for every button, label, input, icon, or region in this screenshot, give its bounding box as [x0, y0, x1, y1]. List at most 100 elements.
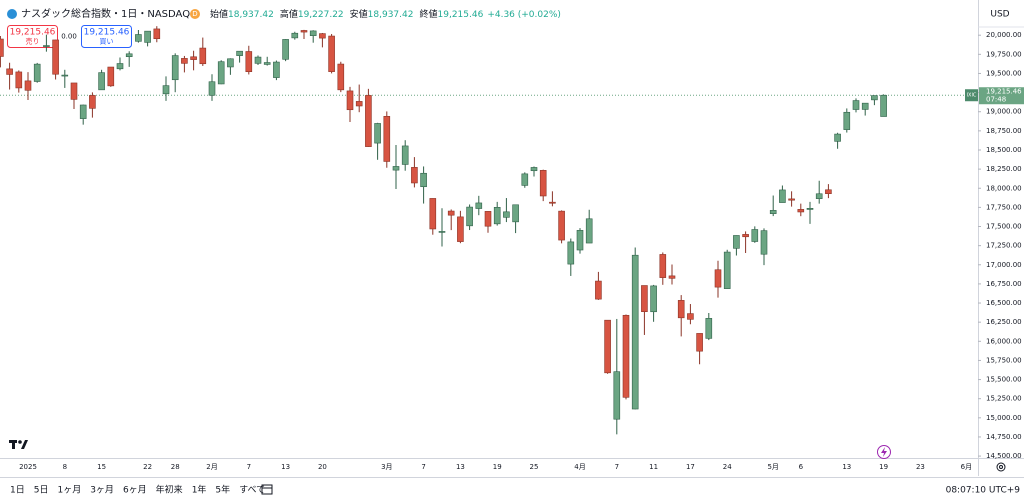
range-button[interactable]: 1年: [192, 484, 207, 496]
x-tick-label: 7: [247, 463, 251, 471]
buy-button[interactable]: [81, 25, 132, 48]
y-tick-label: 14,500.00: [986, 452, 1022, 460]
y-tick-label: 17,250.00: [986, 242, 1022, 250]
candle-body: [24, 80, 32, 91]
tv-logo: [9, 440, 28, 449]
clock: 08:07:10 UTC+9: [946, 486, 1021, 496]
legend-value: 19,215.46: [438, 10, 484, 20]
candle-body: [15, 71, 23, 89]
y-tick-label: 18,750.00: [986, 127, 1022, 135]
range-button[interactable]: 3ヶ月: [90, 485, 114, 496]
price-tag: [979, 87, 1024, 105]
candle-body: [162, 85, 170, 95]
candle-body: [190, 56, 197, 60]
x-tick-label: 25: [530, 463, 539, 471]
candle-body: [668, 275, 676, 279]
currency[interactable]: USD: [990, 10, 1009, 20]
candle-body: [217, 61, 225, 85]
candle-body: [760, 230, 768, 255]
candle-body: [411, 167, 418, 184]
y-tick-label: 20,000.00: [986, 31, 1022, 39]
y-tick-label: 16,000.00: [986, 337, 1022, 345]
candle-body: [530, 167, 538, 172]
candle-body: [622, 314, 630, 398]
candle-body: [834, 133, 841, 142]
candle-body: [466, 206, 473, 227]
sell-button[interactable]: [7, 25, 58, 48]
candle-body: [871, 95, 878, 101]
candle-body: [576, 230, 584, 251]
range-button[interactable]: 年初来: [156, 484, 183, 496]
candle-body: [539, 170, 547, 197]
y-tick-label: 19,750.00: [986, 50, 1022, 58]
range-button[interactable]: 5日: [34, 485, 49, 496]
logo-part: [21, 440, 28, 449]
candle-body: [457, 216, 464, 242]
candle-body: [641, 285, 648, 312]
x-tick-label: 19: [493, 463, 502, 471]
candle-body: [61, 74, 69, 77]
candle-body: [429, 198, 437, 230]
legend-change: +4.36 (+0.02%): [487, 10, 561, 20]
candle-body: [806, 208, 814, 210]
calendar-icon[interactable]: [261, 484, 273, 495]
candle-body: [613, 371, 621, 420]
candle-body: [512, 204, 519, 223]
candle-body: [291, 32, 299, 39]
candle-body: [125, 53, 133, 58]
range-button[interactable]: 1日: [10, 485, 25, 496]
range-button[interactable]: 5年: [215, 484, 230, 496]
candle-body: [355, 101, 363, 107]
candle-body: [337, 63, 345, 91]
candle-body: [273, 61, 280, 78]
range-button[interactable]: 1ヶ月: [57, 485, 81, 496]
x-tick-label: 7: [421, 463, 425, 471]
event-icon[interactable]: [877, 445, 891, 459]
candle-body: [723, 251, 731, 289]
candle-body: [567, 241, 575, 265]
countdown: 07:48: [986, 96, 1006, 104]
x-tick-label: 22: [143, 463, 152, 471]
x-tick-label: 7: [615, 463, 619, 471]
x-tick-label: 3月: [381, 463, 392, 471]
candle-body: [825, 189, 832, 194]
candle-body: [779, 189, 786, 203]
candle-body: [282, 39, 289, 60]
candle-body: [0, 38, 4, 57]
symbol-tag-label: IXIC: [967, 93, 977, 99]
x-tick-label: 24: [723, 463, 732, 471]
range-button[interactable]: 6ヶ月: [123, 485, 147, 496]
candle-body: [6, 68, 13, 75]
x-tick-label: 13: [456, 463, 465, 471]
legend-value: 18,937.42: [228, 10, 274, 20]
range-button[interactable]: すべて: [239, 485, 265, 496]
x-tick-label: 2月: [206, 463, 217, 471]
y-tick-label: 18,500.00: [986, 146, 1022, 154]
legend-name: 高値: [280, 8, 298, 20]
legend-name: 始値: [210, 8, 228, 20]
candle-body: [631, 254, 639, 410]
x-tick-label: 13: [842, 463, 851, 471]
candle-body: [328, 35, 335, 72]
candle-body: [70, 82, 78, 100]
market-status-label: D: [192, 10, 197, 18]
spread: 0.00: [61, 33, 77, 41]
candle-body: [227, 58, 234, 68]
candle-body: [236, 50, 243, 56]
candle-body: [493, 207, 501, 225]
candle-body: [438, 231, 446, 233]
settings-icon[interactable]: [996, 462, 1006, 472]
event-bolt: [881, 447, 887, 457]
gear-center: [999, 465, 1003, 469]
candle-body: [116, 63, 124, 70]
candle-body: [585, 218, 593, 244]
y-tick-label: 19,000.00: [986, 108, 1022, 116]
candle-body: [319, 33, 326, 39]
y-tick-label: 16,500.00: [986, 299, 1022, 307]
y-tick-label: 17,000.00: [986, 261, 1022, 269]
header: ナスダック総合指数・1日・NASDAQ D 始値18,937.42 高値19,22…: [7, 7, 561, 20]
candle-body: [880, 94, 887, 117]
y-tick-label: 16,250.00: [986, 318, 1022, 326]
candle-body: [33, 63, 41, 82]
